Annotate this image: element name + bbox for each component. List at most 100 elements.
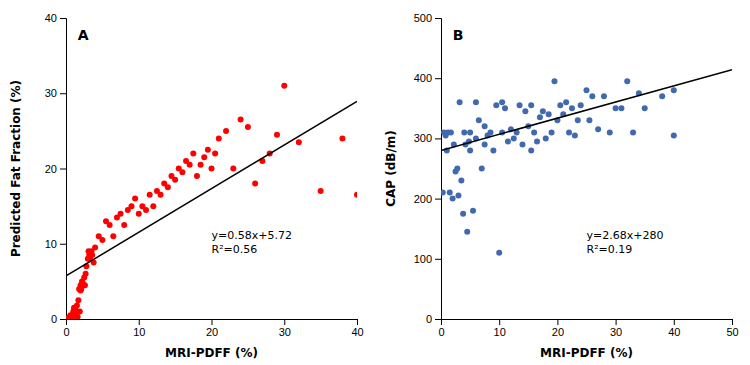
tick-label: 50 <box>726 326 738 338</box>
tick: 200 <box>414 193 441 205</box>
point <box>128 203 134 209</box>
point <box>205 147 211 153</box>
tick-label: 10 <box>494 326 506 338</box>
point <box>569 105 575 111</box>
point <box>563 99 569 105</box>
point <box>216 135 222 141</box>
tick-label: 40 <box>668 326 680 338</box>
point <box>147 192 153 198</box>
point <box>99 237 105 243</box>
point <box>572 132 578 138</box>
point <box>460 211 466 217</box>
tick-mark <box>435 319 441 320</box>
x-axis-title: MRI-PDFF (%) <box>165 346 258 360</box>
point <box>543 135 549 141</box>
tick-mark <box>60 93 66 94</box>
tick: 10 <box>133 319 145 338</box>
point <box>546 111 552 117</box>
tick-label: 10 <box>45 238 57 250</box>
x-axis: 01020304050 <box>438 319 738 338</box>
point <box>339 135 345 141</box>
point <box>618 105 624 111</box>
plot-area <box>66 83 357 319</box>
point <box>557 102 563 108</box>
point <box>252 181 258 187</box>
tick: 10 <box>45 238 66 250</box>
point <box>121 222 127 228</box>
annotation: R²=0.19 <box>587 243 633 256</box>
tick-mark <box>435 18 441 19</box>
regression-line <box>441 70 732 151</box>
point <box>172 177 178 183</box>
point <box>479 166 485 172</box>
point <box>517 102 523 108</box>
panel: 010203040010203040MRI-PDFF (%)Predicted … <box>9 12 364 360</box>
point <box>150 203 156 209</box>
point <box>158 192 164 198</box>
point <box>476 117 482 123</box>
tick-label: 400 <box>414 72 432 84</box>
panel-label: A <box>78 27 89 43</box>
point <box>534 138 540 144</box>
point <box>136 211 142 217</box>
point <box>89 252 95 258</box>
tick: 100 <box>414 253 441 265</box>
point <box>607 129 613 135</box>
regression-line <box>66 101 357 276</box>
tick-label: 30 <box>610 326 622 338</box>
point <box>454 166 460 172</box>
plot-area <box>441 70 732 256</box>
point <box>209 166 215 172</box>
point <box>496 250 502 256</box>
point <box>528 147 534 153</box>
tick-label: 0 <box>63 326 69 338</box>
point <box>245 124 251 130</box>
point <box>473 99 479 105</box>
point <box>230 166 236 172</box>
tick: 20 <box>552 319 564 338</box>
tick-label: 200 <box>414 193 432 205</box>
panel: 010203040500100200300400500MRI-PDFF (%)C… <box>384 12 739 360</box>
point <box>671 87 677 93</box>
point <box>143 207 149 213</box>
tick-label: 40 <box>45 12 57 24</box>
tick-label: 20 <box>552 326 564 338</box>
tick: 20 <box>45 163 66 175</box>
tick-mark <box>674 319 675 325</box>
tick-mark <box>557 319 558 325</box>
axis-line <box>67 320 358 326</box>
point <box>467 129 473 135</box>
tick-label: 0 <box>426 313 432 325</box>
point <box>447 190 453 196</box>
tick-label: 10 <box>133 326 145 338</box>
annotation: y=2.68x+280 <box>587 229 664 242</box>
point <box>531 129 537 135</box>
point <box>75 297 81 303</box>
tick-mark <box>616 319 617 325</box>
tick: 300 <box>414 132 441 144</box>
y-axis-title: CAP (dB/m) <box>384 130 398 207</box>
point <box>566 129 572 135</box>
tick-label: 0 <box>51 313 57 325</box>
point <box>457 99 463 105</box>
tick: 50 <box>726 319 738 338</box>
axis-line <box>60 19 67 320</box>
axis-line <box>435 19 442 320</box>
figure: 010203040010203040MRI-PDFF (%)Predicted … <box>0 0 750 365</box>
point <box>578 102 584 108</box>
tick: 40 <box>45 12 66 24</box>
tick: 400 <box>414 72 441 84</box>
point <box>458 178 464 184</box>
tick-label: 20 <box>45 163 57 175</box>
tick-label: 40 <box>351 326 363 338</box>
tick: 30 <box>610 319 622 338</box>
point <box>82 282 88 288</box>
point <box>238 117 244 123</box>
point <box>528 102 534 108</box>
point <box>613 105 619 111</box>
point <box>624 78 630 84</box>
point <box>482 141 488 147</box>
point <box>110 233 116 239</box>
point <box>511 135 517 141</box>
scatter-series <box>66 83 357 319</box>
